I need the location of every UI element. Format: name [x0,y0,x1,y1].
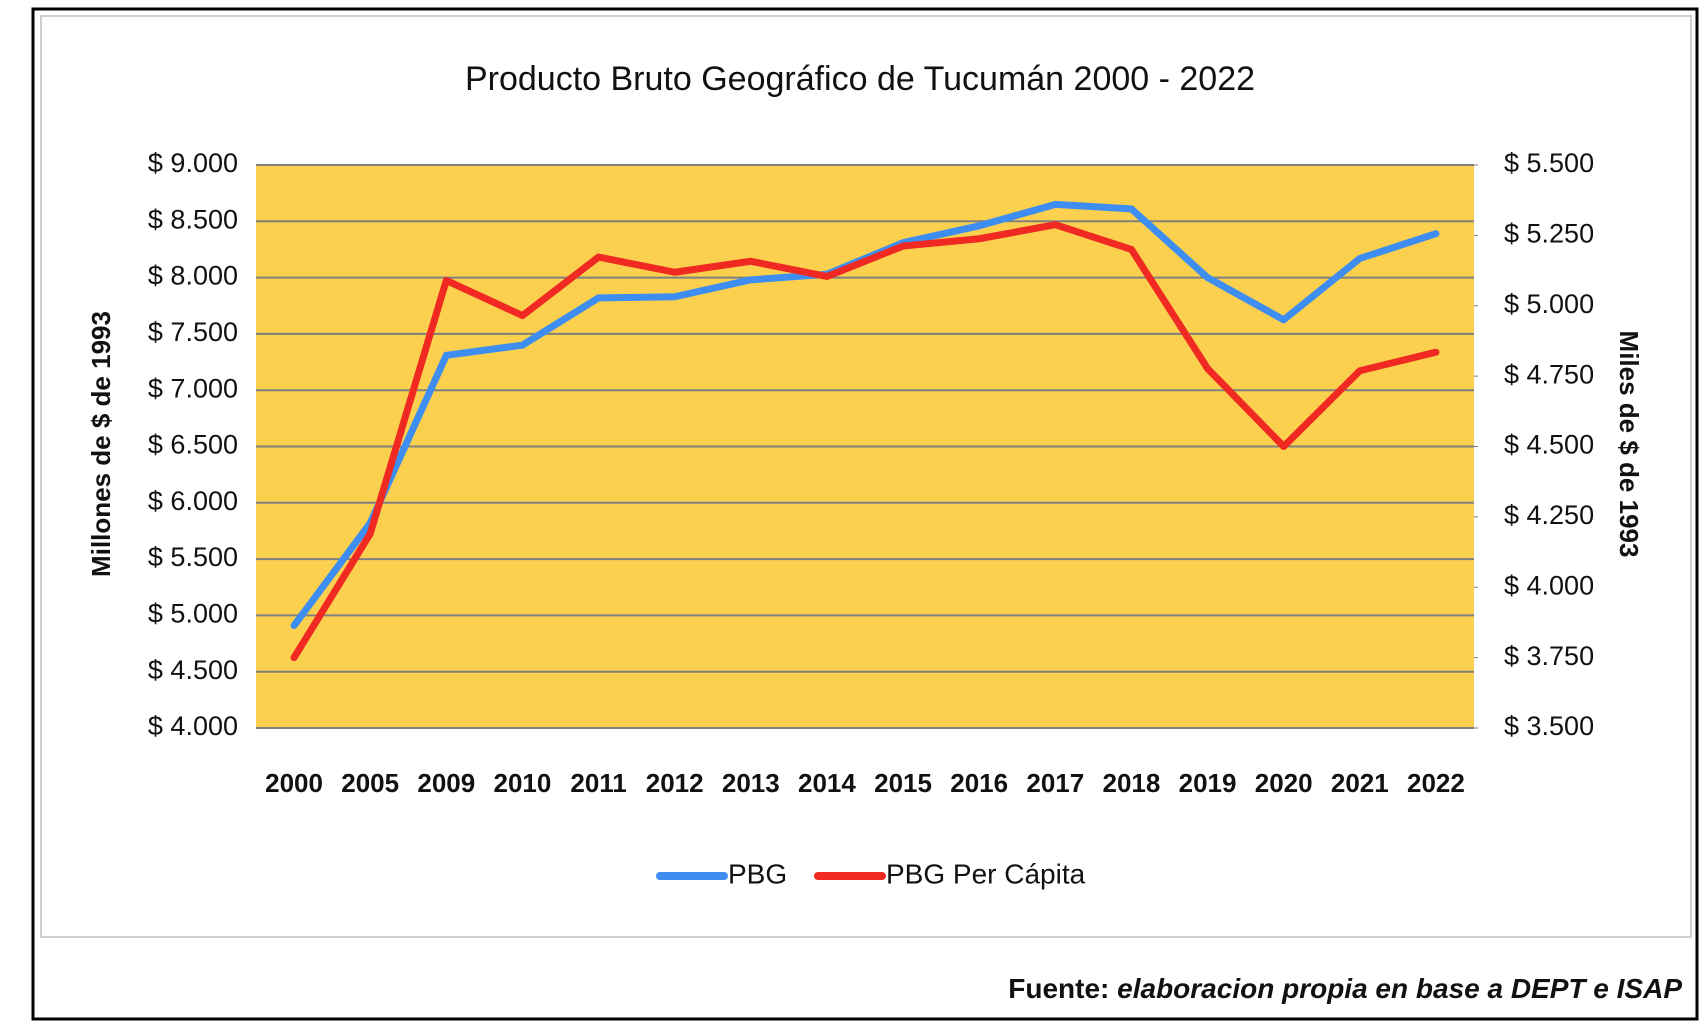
x-tick-label: 2016 [950,768,1008,798]
x-tick-label: 2014 [798,768,856,798]
y2-tick-label: $ 5.000 [1504,289,1594,319]
y-tick-label: $ 6.500 [148,430,238,460]
y-tick-label: $ 5.000 [148,599,238,629]
y-tick-label: $ 4.500 [148,655,238,685]
x-tick-label: 2010 [494,768,552,798]
x-tick-label: 2009 [417,768,475,798]
x-tick-label: 2015 [874,768,932,798]
x-tick-label: 2022 [1407,768,1465,798]
y-tick-label: $ 7.000 [148,373,238,403]
x-tick-label: 2005 [341,768,399,798]
y2-tick-label: $ 3.750 [1504,641,1594,671]
x-tick-label: 2012 [646,768,704,798]
chart-title: Producto Bruto Geográfico de Tucumán 200… [465,60,1255,98]
y2-tick-label: $ 5.500 [1504,148,1594,178]
x-tick-label: 2019 [1179,768,1237,798]
source-text: elaboracion propia en base a DEPT e ISAP [1117,973,1682,1004]
y-axis-title: Millones de $ de 1993 [86,311,116,577]
y2-tick-label: $ 3.500 [1504,711,1594,741]
y2-tick-label: $ 4.250 [1504,500,1594,530]
source-label: Fuente: [1008,973,1109,1004]
y-tick-label: $ 5.500 [148,542,238,572]
x-tick-label: 2013 [722,768,780,798]
y-tick-label: $ 8.500 [148,204,238,234]
y2-tick-label: $ 5.250 [1504,219,1594,249]
x-tick-label: 2011 [570,768,626,798]
y2-axis-title: Miles de $ de 1993 [1614,331,1644,558]
y2-tick-label: $ 4.000 [1504,570,1594,600]
source-note: Fuente: elaboracion propia en base a DEP… [1008,973,1682,1004]
y-tick-label: $ 4.000 [148,711,238,741]
series-line [290,221,1440,662]
legend-label: PBG [728,858,787,889]
x-tick-label: 2018 [1103,768,1161,798]
x-tick-label: 2021 [1331,768,1389,798]
x-tick-label: 2020 [1255,768,1313,798]
x-tick-label: 2000 [265,768,323,798]
y-tick-label: $ 9.000 [148,148,238,178]
y-tick-label: $ 8.000 [148,261,238,291]
x-tick-label: 2017 [1026,768,1084,798]
y2-tick-label: $ 4.750 [1504,359,1594,389]
y-tick-label: $ 7.500 [148,317,238,347]
y-tick-label: $ 6.000 [148,486,238,516]
legend-label: PBG Per Cápita [886,858,1086,889]
y2-tick-label: $ 4.500 [1504,430,1594,460]
